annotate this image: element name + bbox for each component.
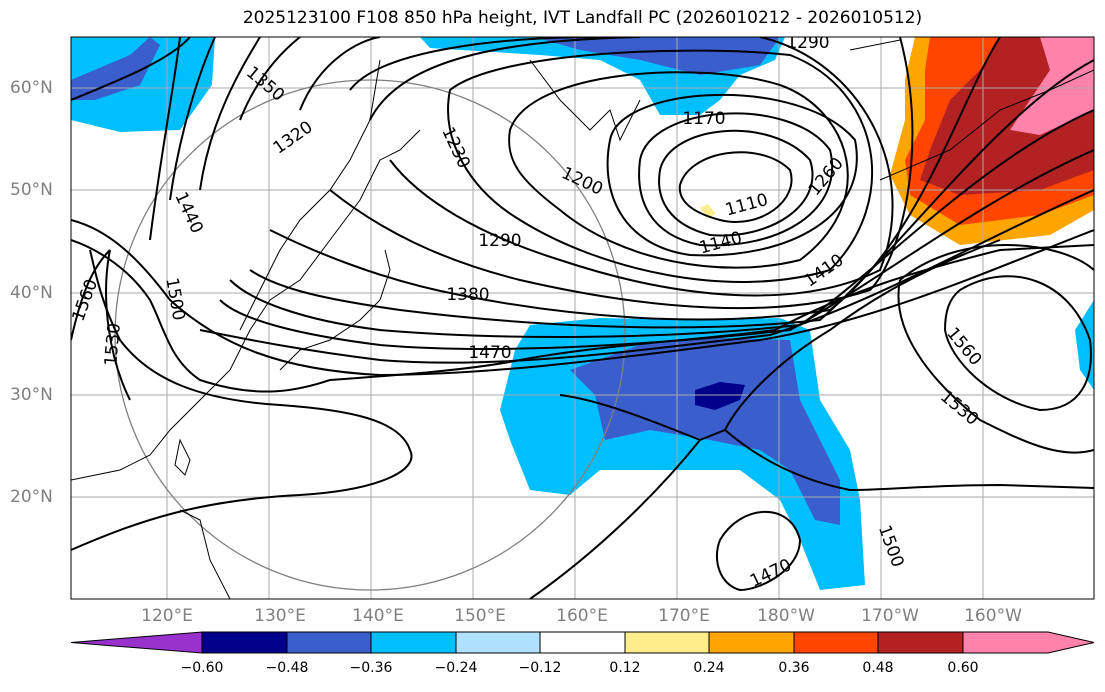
lat-label: 40°N bbox=[10, 283, 53, 303]
contour-label: 1500 bbox=[874, 523, 908, 570]
lat-label: 20°N bbox=[10, 487, 53, 507]
lon-label: 170°E bbox=[658, 606, 710, 626]
shade-neg-top-mid bbox=[535, 37, 780, 75]
contour-label: 1380 bbox=[446, 285, 489, 305]
lon-label: 150°E bbox=[454, 606, 506, 626]
colorbar-segment bbox=[201, 631, 288, 654]
colorbar-segment bbox=[286, 631, 372, 654]
contour-label: 1560 bbox=[942, 324, 985, 370]
colorbar-tick-label: 0.60 bbox=[947, 660, 979, 676]
map-title: 2025123100 F108 850 hPa height, IVT Land… bbox=[242, 8, 923, 28]
colorbar-segment bbox=[539, 631, 626, 654]
colorbar-tick-label: −0.48 bbox=[265, 660, 309, 676]
shade-neg-light bbox=[71, 37, 215, 132]
colorbar-segment bbox=[793, 631, 879, 654]
colorbar-tick-label: 0.36 bbox=[778, 660, 810, 676]
colorbar-segment bbox=[455, 631, 541, 654]
contour-label: 1560 bbox=[69, 277, 103, 324]
contour-label: 1170 bbox=[682, 109, 725, 129]
colorbar-tick-label: 0.24 bbox=[693, 660, 725, 676]
shade-neg-pacific-mid bbox=[570, 338, 840, 525]
colorbar-tick-label: −0.60 bbox=[180, 660, 224, 676]
contour-label: 1230 bbox=[437, 124, 473, 172]
contour-label: 1440 bbox=[170, 189, 206, 237]
colorbar-extend-high bbox=[962, 631, 1095, 654]
colorbar-tick-label: 0.48 bbox=[862, 660, 894, 676]
colorbar-tick-label: −0.24 bbox=[434, 660, 478, 676]
colorbar-tick-label: −0.12 bbox=[518, 660, 562, 676]
contour-label: 1290 bbox=[786, 33, 829, 53]
contour-label: 1530 bbox=[101, 322, 125, 367]
shade-neg-mid bbox=[71, 37, 160, 100]
colorbar bbox=[70, 631, 1095, 654]
lon-label: 140°E bbox=[352, 606, 404, 626]
contour-label: 1470 bbox=[468, 343, 511, 363]
colorbar-segment bbox=[370, 631, 457, 654]
contour-label: 1500 bbox=[161, 276, 188, 322]
colorbar-segment bbox=[624, 631, 710, 654]
map-frame bbox=[70, 36, 1095, 600]
contour-label: 1290 bbox=[478, 231, 521, 251]
range-circle bbox=[114, 79, 626, 591]
shade-pos-yellow bbox=[700, 204, 716, 218]
lon-label: 130°E bbox=[254, 606, 306, 626]
contour-label: 1320 bbox=[270, 117, 317, 158]
colorbar-tick-label: −0.36 bbox=[349, 660, 393, 676]
lon-label: 120°E bbox=[141, 606, 193, 626]
height-contours bbox=[71, 37, 1094, 599]
lat-label: 30°N bbox=[10, 385, 53, 405]
colorbar-segment bbox=[708, 631, 795, 654]
lon-label: 160°W bbox=[964, 606, 1022, 626]
lon-label: 180°W bbox=[757, 606, 815, 626]
gridlines bbox=[71, 37, 1094, 599]
contour-label: 1470 bbox=[747, 555, 795, 591]
colorbar-segment bbox=[877, 631, 964, 654]
lon-label: 170°W bbox=[861, 606, 919, 626]
colorbar-tick-label: 0.12 bbox=[609, 660, 641, 676]
lat-label: 60°N bbox=[10, 78, 53, 98]
colorbar-extend-low bbox=[70, 631, 203, 654]
coastlines bbox=[71, 39, 1094, 599]
shade-pos-pink bbox=[1010, 37, 1094, 135]
contour-label: 1530 bbox=[936, 387, 982, 430]
lon-label: 160°E bbox=[556, 606, 608, 626]
lat-label: 50°N bbox=[10, 180, 53, 200]
shade-neg-pacific-dark bbox=[695, 382, 745, 410]
